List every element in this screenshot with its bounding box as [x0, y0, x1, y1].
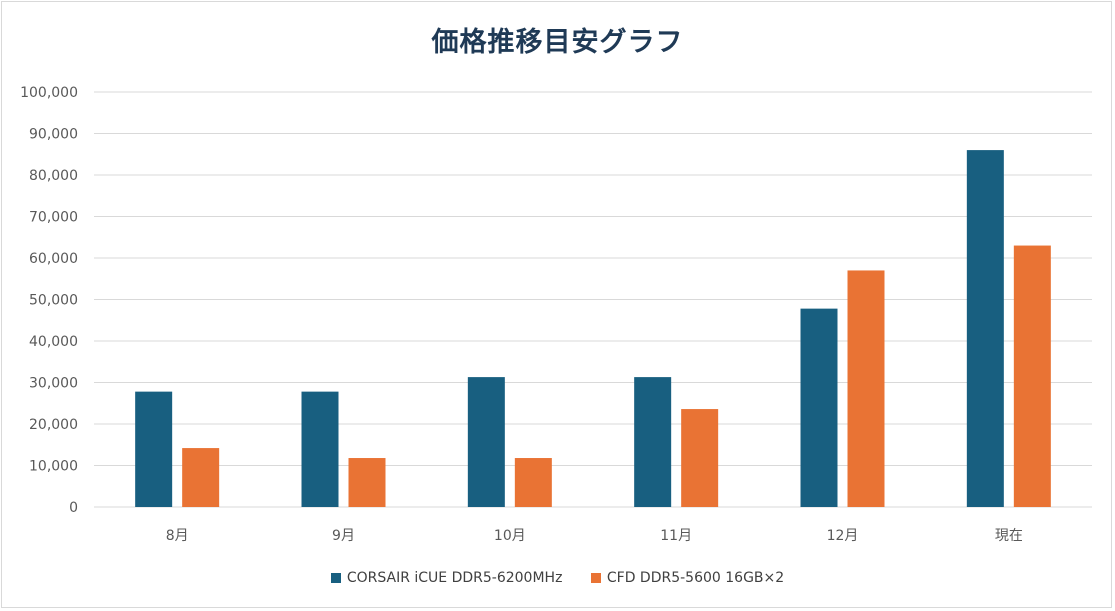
y-tick-label: 10,000	[29, 459, 78, 475]
y-tick-label: 0	[69, 500, 78, 516]
y-tick-label: 30,000	[29, 376, 78, 392]
x-tick-label: 10月	[494, 528, 526, 544]
legend-swatch-series-1	[330, 573, 341, 583]
y-tick-label: 60,000	[29, 251, 78, 267]
bar-series-1-1	[135, 391, 173, 507]
y-tick-label: 70,000	[29, 210, 78, 226]
bar-series-1-4	[634, 377, 672, 507]
y-tick-label: 20,000	[29, 417, 78, 433]
x-tick-label: 12月	[827, 528, 859, 544]
chart-plot-area: 0 10,000 20,000 30,000 40,000 50,000 60,000 70,…	[20, 85, 1092, 544]
chart-title: 価格推移目安グラフ	[431, 27, 684, 58]
y-tick-label: 40,000	[29, 334, 78, 350]
bar-series-2-3	[514, 458, 552, 507]
bar-series-1-6	[966, 150, 1004, 507]
bar-series-2-2	[348, 458, 386, 507]
legend-item-series-2: CFD DDR5-5600 16GB×2	[590, 570, 785, 586]
bar-series-2-4	[681, 409, 719, 507]
legend-item-series-1: CORSAIR iCUE DDR5-6200MHz	[330, 570, 563, 586]
bar-series-2-6	[1013, 245, 1051, 508]
bar-series-1-5	[800, 308, 838, 507]
bar-series-1-3	[467, 377, 505, 507]
bar-series-2-5	[847, 270, 885, 507]
y-tick-label: 90,000	[29, 127, 78, 143]
x-tick-label: 9月	[332, 528, 355, 544]
x-tick-label: 8月	[166, 528, 189, 544]
bar-series-2-1	[182, 448, 220, 507]
x-tick-label: 現在	[995, 528, 1023, 544]
legend-label-series-2: CFD DDR5-5600 16GB×2	[606, 570, 785, 586]
y-tick-label: 50,000	[29, 293, 78, 309]
y-tick-label: 100,000	[20, 85, 78, 101]
legend-swatch-series-2	[590, 573, 601, 583]
bar-series-1-2	[301, 391, 339, 507]
y-tick-label: 80,000	[29, 168, 78, 184]
x-tick-label: 11月	[660, 528, 692, 544]
chart-legend: CORSAIR iCUE DDR5-6200MHz CFD DDR5-5600 …	[2, 570, 1113, 587]
legend-label-series-1: CORSAIR iCUE DDR5-6200MHz	[346, 570, 563, 586]
